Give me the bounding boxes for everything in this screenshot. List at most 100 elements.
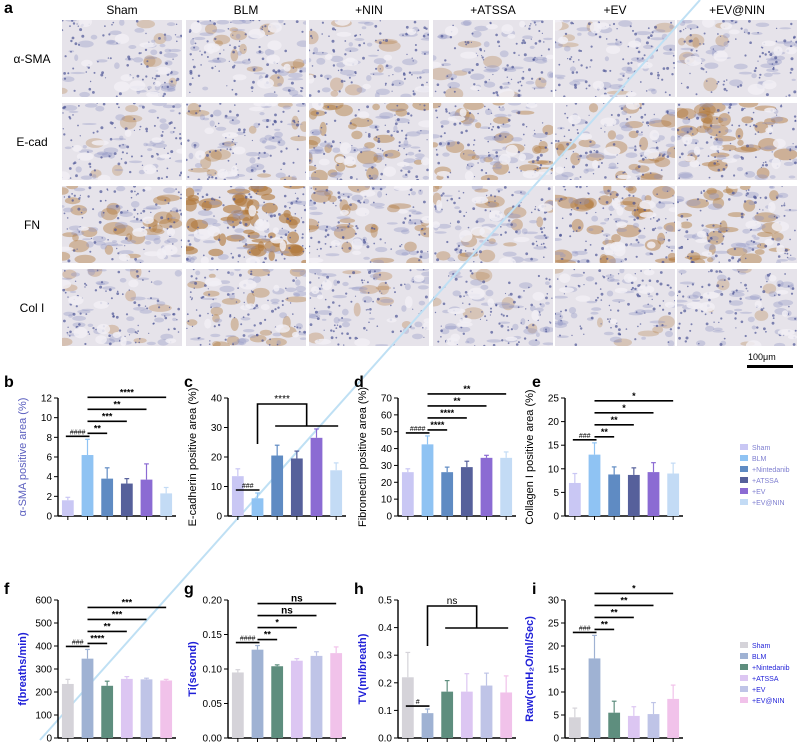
- y-axis-label: Raw(cmH₂O/ml/Sec): [524, 616, 536, 722]
- bar: [160, 680, 173, 738]
- bar: [271, 455, 284, 516]
- bar: [627, 474, 640, 516]
- bar: [627, 715, 640, 738]
- y-axis-label: TV(ml/breath): [357, 633, 369, 704]
- significance-label: ns: [291, 594, 303, 605]
- y-tick-label: 0.5: [378, 596, 392, 607]
- y-tick-label: 0.10: [203, 665, 223, 676]
- bar: [251, 498, 264, 516]
- significance-label: *: [275, 618, 279, 628]
- legend-label: BLM: [752, 456, 767, 463]
- y-tick-label: 400: [35, 642, 52, 653]
- legend-label: +EV: [752, 687, 766, 694]
- bar: [81, 455, 94, 516]
- legend-label: Sham: [752, 445, 770, 452]
- significance-label: **: [601, 619, 609, 629]
- bar: [140, 679, 153, 738]
- significance-label: ***: [112, 609, 123, 619]
- significance-label: ****: [90, 633, 105, 643]
- y-axis-label: Ti(second): [187, 641, 199, 697]
- panel-label-f: f: [4, 581, 10, 598]
- significance-label: ###: [242, 483, 254, 490]
- scale-bar-label: 100μm: [748, 352, 776, 362]
- bar: [101, 685, 114, 738]
- y-tick-label: 20: [381, 478, 393, 489]
- significance-label: **: [104, 621, 112, 631]
- bar: [647, 714, 660, 738]
- bar: [667, 473, 680, 516]
- y-axis-label: E-cadherin positive area (%): [187, 388, 199, 527]
- y-tick-label: 10: [211, 482, 223, 493]
- significance-label: ###: [579, 625, 591, 632]
- bar: [500, 457, 513, 516]
- bar: [290, 458, 303, 516]
- bar: [140, 479, 153, 516]
- significance-label: **: [264, 630, 272, 640]
- y-tick-label: 70: [381, 394, 393, 405]
- bar: [271, 666, 284, 738]
- legend-swatch: [740, 664, 748, 670]
- legend-label: +ATSSA: [752, 478, 779, 485]
- y-tick-label: 0.00: [203, 734, 223, 745]
- row-header-2: FN: [24, 218, 40, 232]
- legend-swatch: [740, 653, 748, 659]
- y-tick-label: 5: [553, 711, 559, 722]
- panel-label-d: d: [354, 374, 364, 391]
- y-tick-label: 200: [35, 688, 52, 699]
- significance-label: ****: [430, 420, 445, 430]
- bar: [330, 470, 343, 516]
- significance-label: **: [601, 427, 609, 437]
- y-tick-label: 25: [548, 394, 560, 405]
- panel-label-b: b: [4, 374, 14, 391]
- significance-label: **: [463, 384, 471, 394]
- bar: [588, 454, 601, 516]
- bar: [160, 493, 173, 516]
- y-tick-label: 40: [211, 394, 223, 405]
- legend-swatch: [740, 697, 748, 703]
- legend-label: +EV@NIN: [752, 698, 785, 705]
- significance-label: **: [113, 399, 121, 409]
- bar: [251, 649, 264, 738]
- y-tick-label: 15: [548, 665, 560, 676]
- bar: [401, 677, 414, 738]
- panel-label-a: a: [4, 0, 13, 17]
- bar: [61, 683, 74, 738]
- bar: [120, 678, 133, 738]
- y-tick-label: 5: [553, 488, 559, 499]
- y-tick-label: 6: [46, 453, 52, 464]
- panel-label-g: g: [184, 581, 194, 598]
- legend-swatch: [740, 466, 748, 472]
- bar: [647, 472, 660, 516]
- bar: [81, 658, 94, 738]
- y-tick-label: 2: [46, 492, 52, 503]
- significance-label: ***: [122, 597, 133, 607]
- y-tick-label: 0.20: [203, 596, 223, 607]
- y-tick-label: 0: [386, 512, 392, 523]
- column-header-5: +EV@NIN: [709, 3, 765, 17]
- bar: [608, 712, 621, 738]
- significance-label: **: [620, 595, 628, 605]
- y-tick-label: 10: [381, 495, 393, 506]
- y-tick-label: 12: [41, 394, 53, 405]
- y-tick-label: 0.0: [378, 734, 392, 745]
- significance-label: ***: [102, 411, 113, 421]
- significance-label: ####: [240, 636, 256, 643]
- bar: [310, 437, 323, 516]
- significance-bracket: [256, 403, 308, 444]
- y-axis-label: f(breaths/min): [17, 632, 29, 706]
- bar: [401, 472, 414, 516]
- y-tick-label: 8: [46, 433, 52, 444]
- bar: [480, 685, 493, 738]
- y-tick-label: 10: [548, 688, 560, 699]
- chart-c: c 0 10 20 30 40 E-cadherin positive area (%) ##…: [184, 374, 346, 526]
- significance-label: *: [622, 403, 626, 413]
- y-tick-label: 0.2: [378, 678, 392, 689]
- significance-label: ###: [72, 639, 84, 646]
- y-tick-label: 20: [211, 453, 223, 464]
- chart-h: h 0.0 0.1 0.2 0.3 0.4 0.5 TV(ml/breath) # ns: [354, 581, 516, 745]
- y-tick-label: 30: [548, 596, 560, 607]
- y-tick-label: 0.4: [378, 623, 392, 634]
- legend-swatch: [740, 499, 748, 505]
